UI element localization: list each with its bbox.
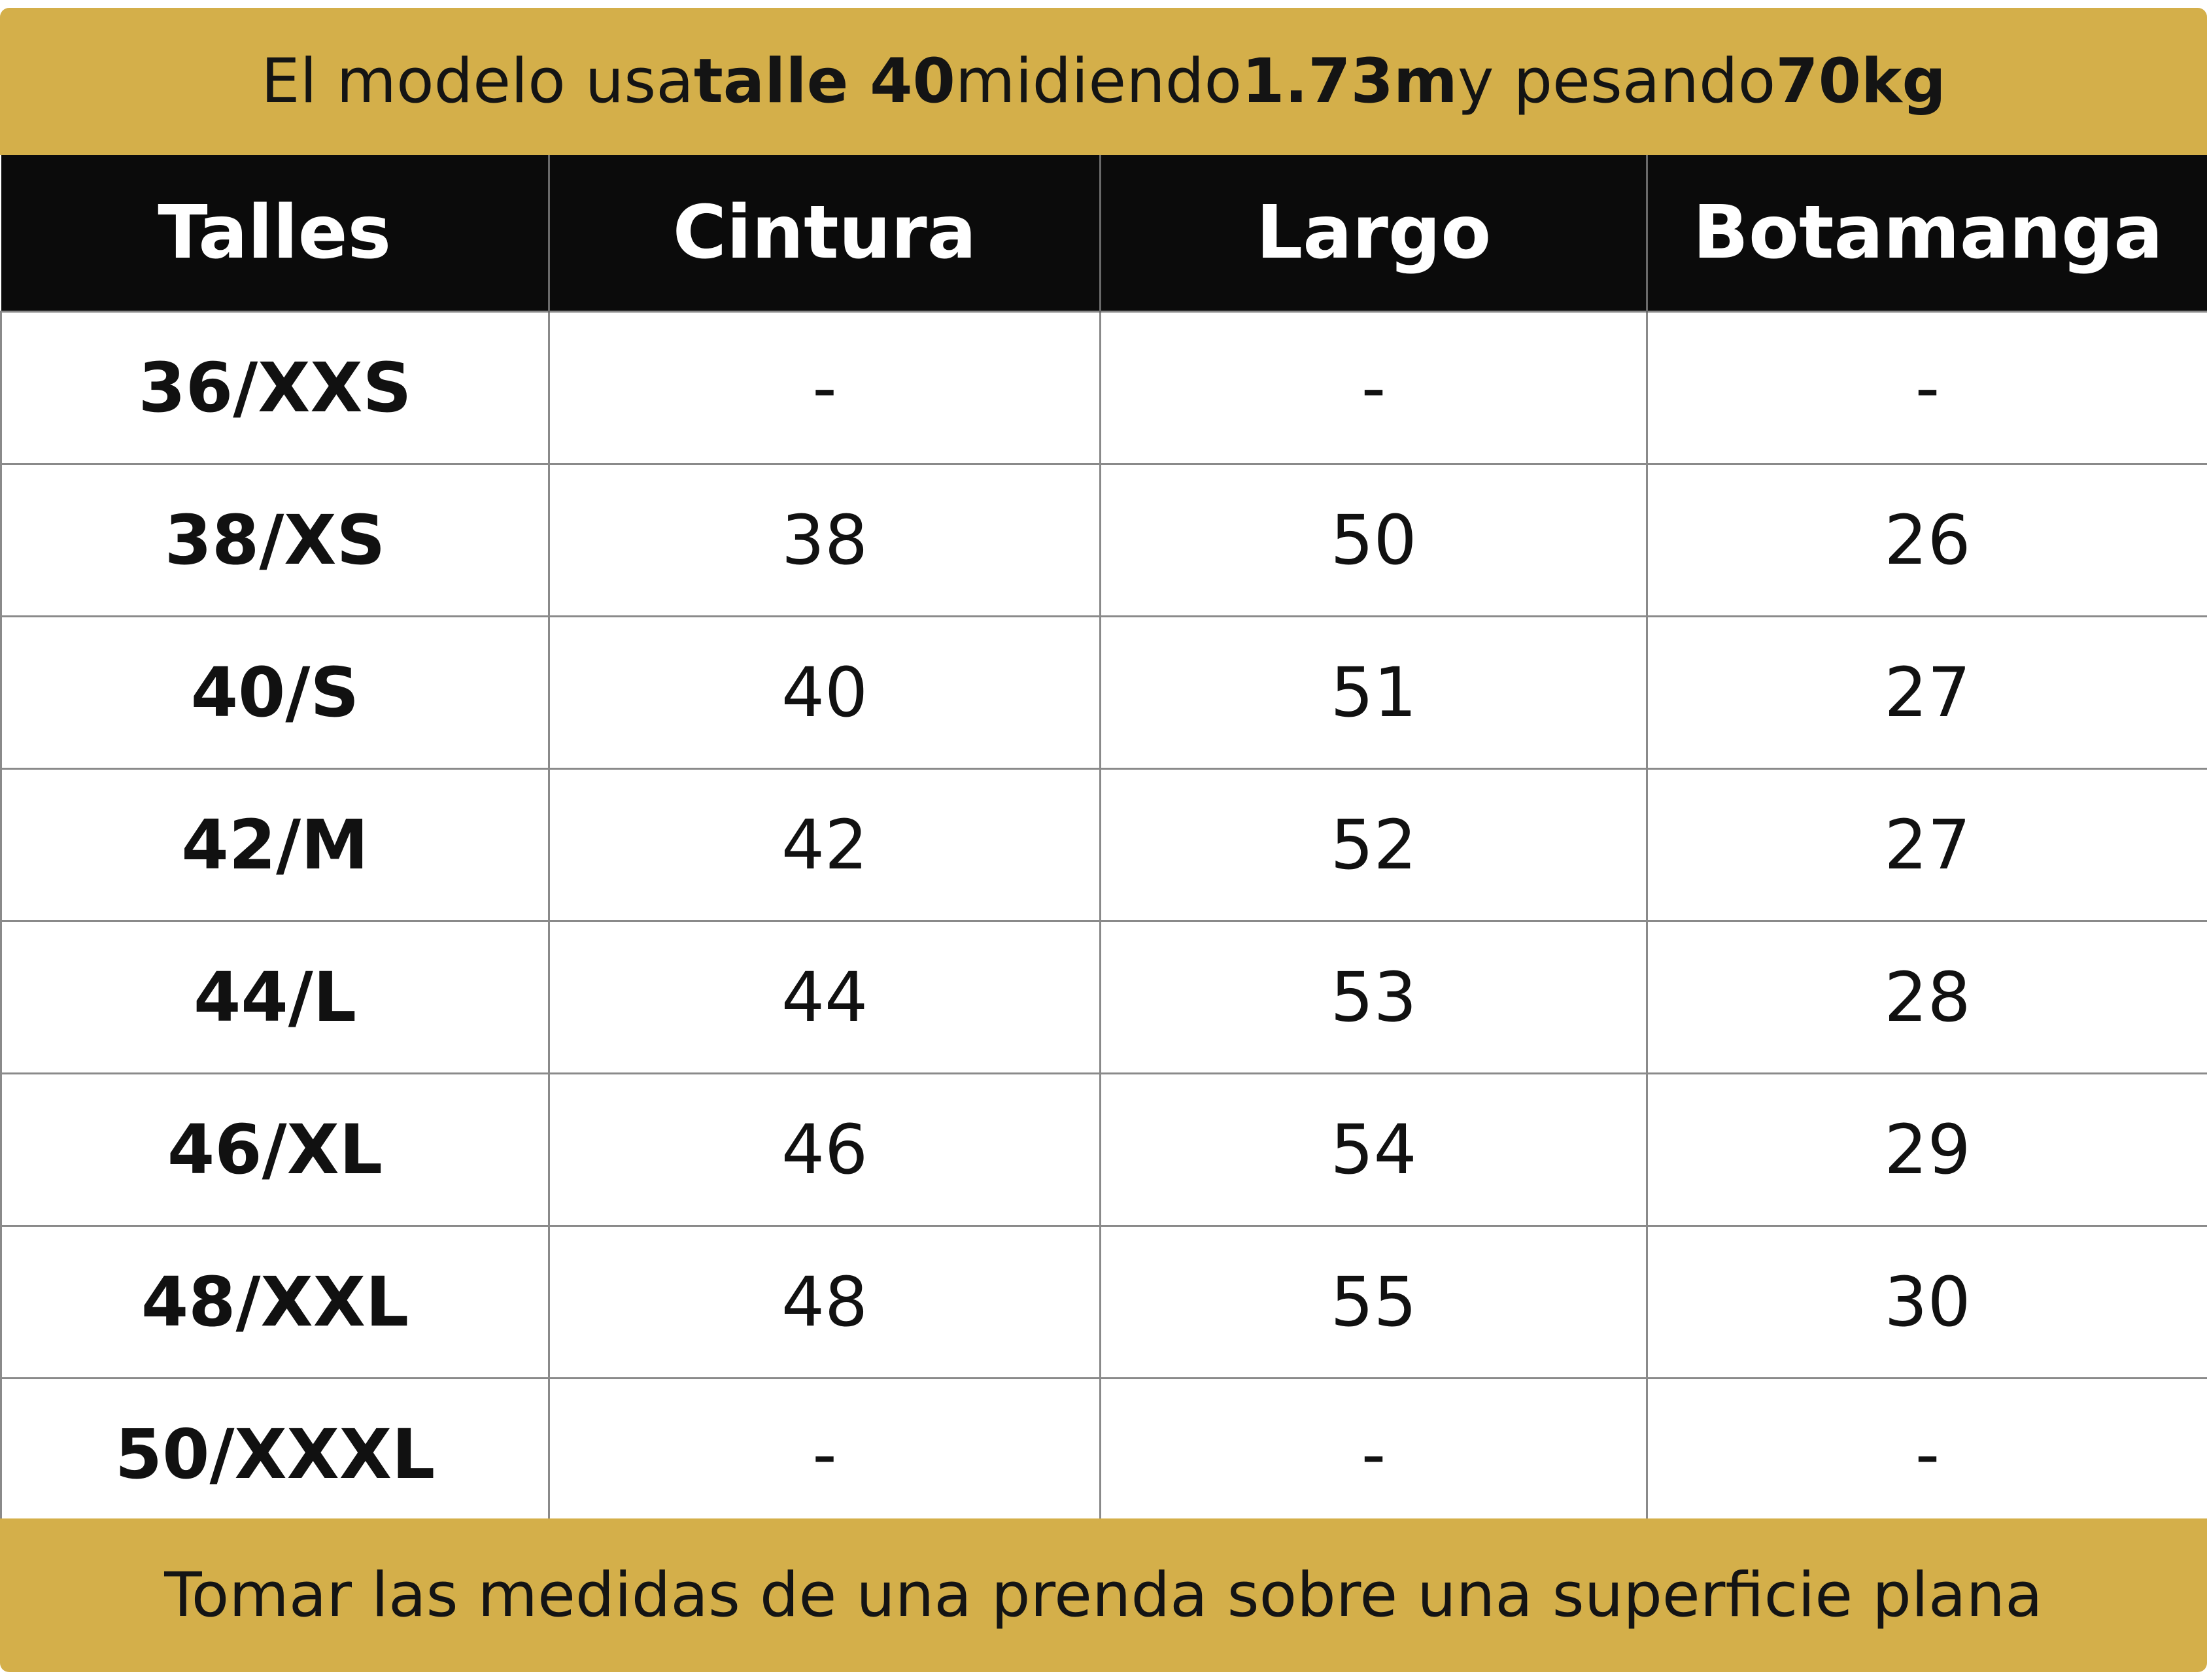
cintura-cell: 44 [548,920,1101,1074]
size-cell: 48/XXL [0,1225,550,1379]
largo-cell: 55 [1099,1225,1648,1379]
size-cell: 36/XXS [0,311,550,465]
botamanga-cell: 27 [1646,768,2207,922]
size-cell: 46/XL [0,1072,550,1227]
largo-cell: 50 [1099,463,1648,617]
largo-cell: 54 [1099,1072,1648,1227]
size-table: Talles Cintura Largo Botamanga 36/XXS - … [0,155,2207,1532]
cintura-cell: 42 [548,768,1101,922]
largo-cell: - [1099,1377,1648,1532]
header-largo: Largo [1099,155,1647,312]
size-cell: 42/M [0,768,550,922]
cintura-cell: 38 [548,463,1101,617]
botamanga-cell: 27 [1646,615,2207,770]
botamanga-cell: - [1646,1377,2207,1532]
model-info-text-2: midiendo [955,46,1242,117]
size-cell: 38/XS [0,463,550,617]
model-info-banner: El modelo usa talle 40 midiendo 1.73m y … [0,8,2207,155]
cintura-cell: 48 [548,1225,1101,1379]
model-height: 1.73m [1241,46,1458,117]
botamanga-cell: 29 [1646,1072,2207,1227]
table-row: 44/L 44 53 28 [0,920,2207,1074]
measurement-note-banner: Tomar las medidas de una prenda sobre un… [0,1518,2207,1672]
cintura-cell: 46 [548,1072,1101,1227]
largo-cell: 53 [1099,920,1648,1074]
botamanga-cell: 26 [1646,463,2207,617]
model-weight: 70kg [1775,46,1946,117]
cintura-cell: - [548,311,1101,465]
model-size: talle 40 [693,46,955,117]
size-cell: 44/L [0,920,550,1074]
botamanga-cell: - [1646,311,2207,465]
table-row: 36/XXS - - - [0,311,2207,465]
measurement-note: Tomar las medidas de una prenda sobre un… [164,1560,2043,1631]
largo-cell: 52 [1099,768,1648,922]
table-header-row: Talles Cintura Largo Botamanga [1,155,2207,312]
header-cintura: Cintura [548,155,1101,312]
largo-cell: - [1099,311,1648,465]
cintura-cell: 40 [548,615,1101,770]
table-row: 50/XXXL - - - [0,1377,2207,1532]
cintura-cell: - [548,1377,1101,1532]
table-row: 38/XS 38 50 26 [0,463,2207,617]
table-row: 40/S 40 51 27 [0,615,2207,770]
largo-cell: 51 [1099,615,1648,770]
table-row: 42/M 42 52 27 [0,768,2207,922]
size-cell: 40/S [0,615,550,770]
table-row: 48/XXL 48 55 30 [0,1225,2207,1379]
table-row: 46/XL 46 54 29 [0,1072,2207,1227]
model-info-text-3: y pesando [1457,46,1776,117]
header-botamanga: Botamanga [1646,155,2207,312]
botamanga-cell: 28 [1646,920,2207,1074]
size-cell: 50/XXXL [0,1377,550,1532]
model-info-text-1: El modelo usa [261,46,694,117]
header-talles: Talles [1,155,549,312]
botamanga-cell: 30 [1646,1225,2207,1379]
